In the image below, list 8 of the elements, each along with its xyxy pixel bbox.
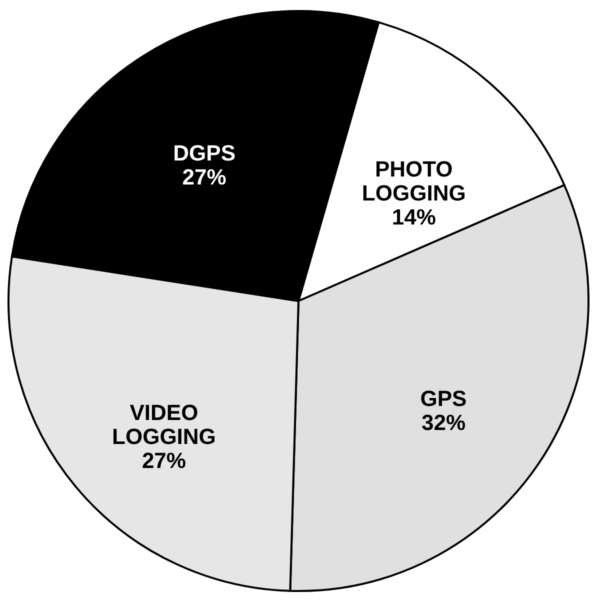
slice-label: GPS: [420, 386, 467, 411]
data-label: 27%: [182, 164, 226, 190]
slice-label: DGPS: [173, 140, 236, 166]
data-label: 27%: [142, 448, 186, 473]
data-label: 14%: [392, 204, 436, 230]
slice-label: VIDEO LOGGING: [112, 400, 216, 449]
data-label: 32%: [421, 410, 466, 435]
slice-label: PHOTO LOGGING: [362, 156, 466, 206]
